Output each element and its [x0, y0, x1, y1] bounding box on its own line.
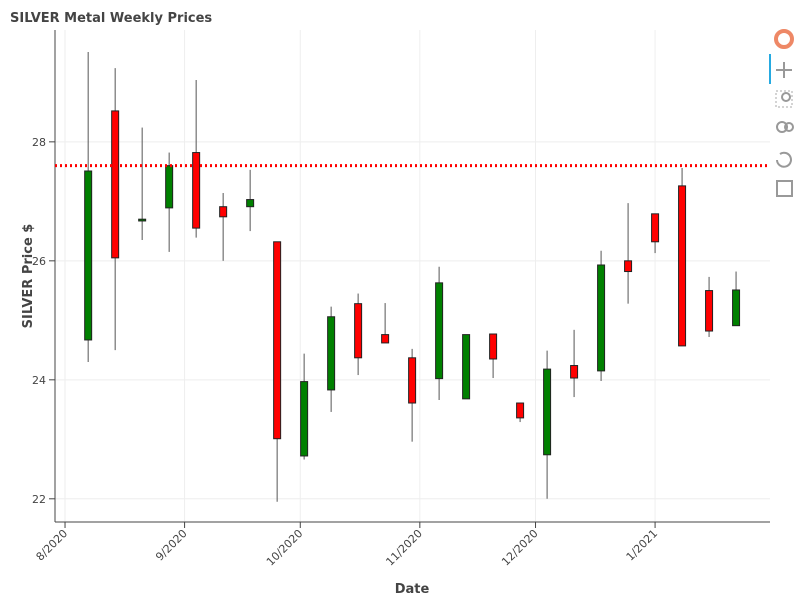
- bokeh-logo[interactable]: [774, 29, 794, 49]
- candle-body: [489, 333, 498, 360]
- candle-body: [327, 316, 336, 391]
- candle-body: [570, 365, 579, 379]
- pan-tool[interactable]: [776, 62, 792, 78]
- x-tick-label: 11/2020: [383, 527, 425, 569]
- candle-body: [273, 241, 282, 440]
- x-tick-label: 12/2020: [499, 527, 541, 569]
- candle-body: [516, 402, 525, 419]
- candle-body: [543, 368, 552, 456]
- candle-body: [219, 206, 228, 218]
- candle-body: [732, 289, 741, 327]
- candle-body: [111, 110, 120, 259]
- y-tick-label: 24: [32, 374, 46, 387]
- x-tick-label: 9/2020: [153, 527, 190, 564]
- y-axis-label: SILVER Price $: [21, 224, 36, 329]
- candle-body: [192, 152, 201, 229]
- candle-body: [597, 264, 606, 372]
- candle-body: [408, 357, 417, 404]
- wheel-zoom-tool[interactable]: [776, 121, 794, 133]
- candle-body: [462, 334, 471, 400]
- box-zoom-tool[interactable]: [775, 90, 793, 108]
- candle-body: [435, 282, 444, 380]
- candle-body: [300, 381, 309, 457]
- candle-body: [354, 303, 363, 359]
- save-tool[interactable]: [776, 180, 793, 197]
- candle-body: [651, 213, 660, 243]
- candle-body: [138, 218, 147, 222]
- candle-body: [678, 185, 687, 347]
- y-tick-label: 26: [32, 255, 46, 268]
- y-tick-label: 28: [32, 136, 46, 149]
- x-tick-label: 1/2021: [624, 527, 661, 564]
- candle-body: [624, 260, 633, 273]
- x-tick-label: 10/2020: [264, 527, 306, 569]
- chart-title: SILVER Metal Weekly Prices: [10, 11, 212, 26]
- x-axis-label: Date: [395, 582, 430, 597]
- reset-tool[interactable]: [776, 151, 792, 168]
- toolbar: [769, 29, 794, 197]
- candle-body: [705, 290, 714, 332]
- y-tick-label: 22: [32, 493, 46, 506]
- candle-body: [165, 165, 174, 209]
- x-tick-label: 8/2020: [34, 527, 71, 564]
- toolbar-active-indicator: [769, 54, 771, 84]
- candle-body: [381, 334, 390, 344]
- candle-body: [84, 170, 93, 341]
- candle-body: [246, 199, 255, 208]
